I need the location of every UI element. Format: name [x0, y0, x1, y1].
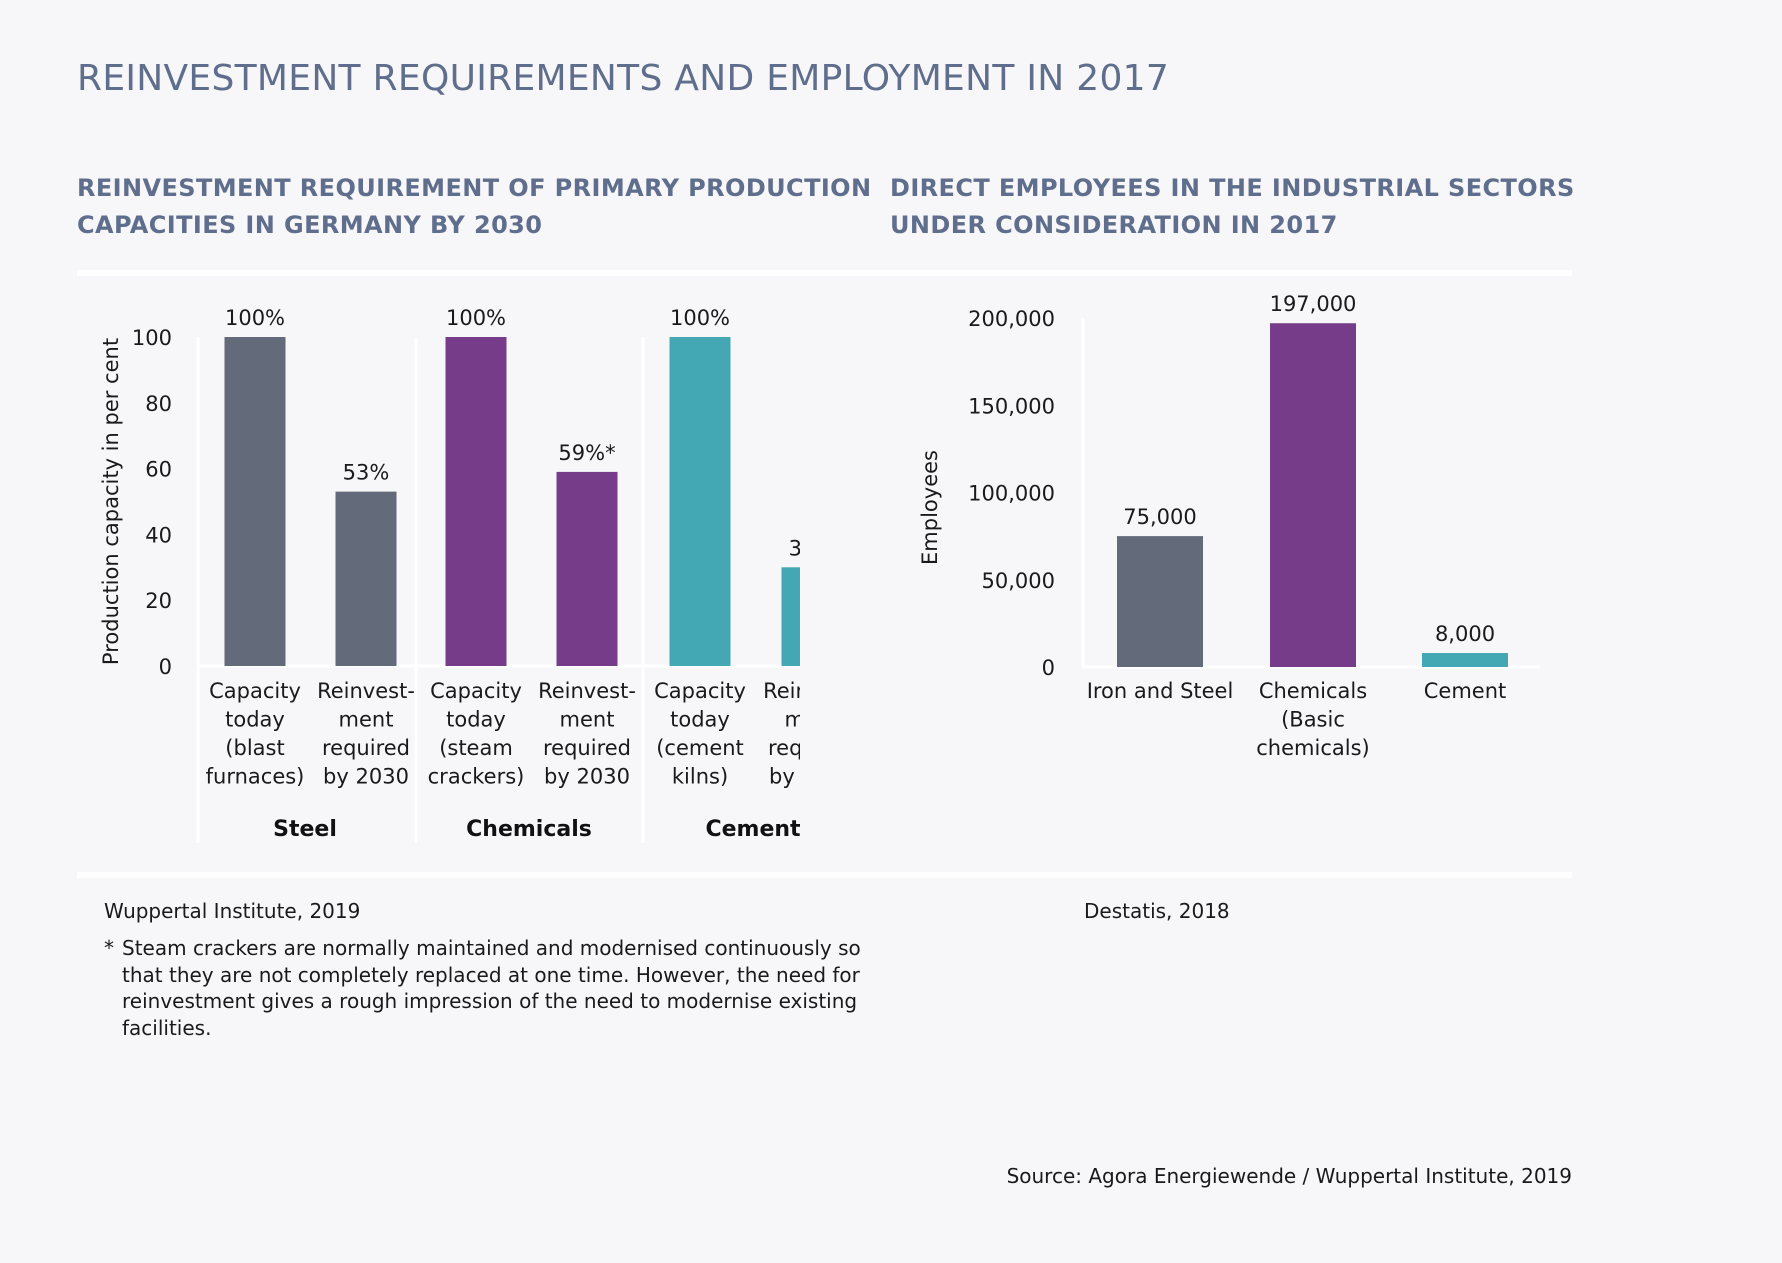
footnote: * Steam crackers are normally maintained… [104, 935, 904, 1041]
employees-chart: 0 50,000 100,000 150,000 200,000 Employees 75,… [918, 292, 1540, 760]
right-subtitle-line-2: UNDER CONSIDERATION IN 2017 [890, 211, 1338, 239]
category-label: (cement [656, 736, 744, 760]
data-label: 100% [446, 306, 506, 330]
y-tick-label: 60 [145, 458, 172, 482]
category-label: (Basic [1281, 708, 1345, 732]
footnote-line-1: Steam crackers are normally maintained a… [122, 936, 861, 960]
category-label: crackers) [428, 765, 525, 789]
data-label: 8,000 [1435, 622, 1495, 646]
group-label: Cement [705, 817, 800, 842]
top-divider [77, 270, 1572, 276]
category-label: Capacity [654, 679, 746, 703]
footnote-line-2: that they are not completely replaced at… [122, 962, 860, 987]
right-chart-source: Destatis, 2018 [1084, 899, 1230, 923]
category-label: Cement [1424, 679, 1507, 703]
category-label: ment [560, 708, 615, 732]
y-axis-label: Employees [918, 450, 942, 565]
category-label: ment [785, 708, 800, 732]
bar [556, 471, 618, 666]
bar [1117, 536, 1203, 667]
data-label: 59%* [558, 441, 615, 465]
category-label: Reinvest- [538, 679, 636, 703]
y-axis-label: Production capacity in per cent [99, 338, 123, 665]
category-label: chemicals) [1256, 736, 1369, 760]
y-tick-label: 0 [159, 655, 172, 679]
category-label: furnaces) [206, 765, 305, 789]
category-label: (steam [439, 736, 513, 760]
category-label: by 2030 [769, 765, 800, 789]
category-label: required [322, 736, 410, 760]
y-tick-label: 80 [145, 392, 172, 416]
category-label: Capacity [430, 679, 522, 703]
y-tick-label: 40 [145, 523, 172, 547]
data-label: 53% [343, 461, 390, 485]
y-tick-label: 100,000 [968, 482, 1055, 506]
data-label: 100% [225, 306, 285, 330]
right-subtitle-line-1: DIRECT EMPLOYEES IN THE INDUSTRIAL SECTO… [890, 174, 1575, 202]
category-label: today [670, 708, 730, 732]
y-tick-label: 200,000 [968, 307, 1055, 331]
reinvestment-chart: 0 20 40 60 80 100 Production capacity in per c… [99, 306, 800, 843]
category-label: by 2030 [544, 765, 630, 789]
group-label: Chemicals [466, 817, 592, 842]
category-label: today [446, 708, 506, 732]
category-label: by 2030 [323, 765, 409, 789]
left-subtitle-line-1: REINVESTMENT REQUIREMENT OF PRIMARY PROD… [77, 174, 872, 202]
y-tick-label: 150,000 [968, 394, 1055, 418]
left-subtitle-line-2: CAPACITIES IN GERMANY BY 2030 [77, 211, 543, 239]
category-label: ment [339, 708, 394, 732]
bar [781, 567, 800, 666]
footnote-marker: * [104, 936, 114, 960]
y-tick-label: 100 [132, 326, 172, 350]
category-label: (blast [225, 736, 284, 760]
category-label: required [543, 736, 631, 760]
category-label: Chemicals [1259, 679, 1367, 703]
category-label: kilns) [672, 765, 728, 789]
data-label: 30% [789, 536, 800, 560]
data-label: 197,000 [1270, 292, 1357, 316]
footnote-line-4: facilities. [122, 1015, 212, 1040]
category-label: Capacity [209, 679, 301, 703]
y-tick-label: 0 [1042, 656, 1055, 680]
category-label: Reinvest- [763, 679, 800, 703]
category-label: required [768, 736, 800, 760]
page-title: REINVESTMENT REQUIREMENTS AND EMPLOYMENT… [77, 58, 1170, 99]
category-label: today [225, 708, 285, 732]
left-chart-subtitle: REINVESTMENT REQUIREMENT OF PRIMARY PROD… [77, 170, 871, 244]
data-label: 75,000 [1123, 505, 1196, 529]
right-chart-subtitle: DIRECT EMPLOYEES IN THE INDUSTRIAL SECTO… [890, 170, 1575, 244]
bar [669, 337, 731, 666]
bottom-divider [77, 872, 1572, 878]
bar [1270, 323, 1356, 667]
bar [1422, 653, 1508, 667]
y-tick-label: 20 [145, 589, 172, 613]
footnote-line-3: reinvestment gives a rough impression of… [122, 989, 858, 1013]
bar [445, 337, 507, 666]
bar [335, 491, 397, 666]
bar [224, 337, 286, 666]
category-label: Reinvest- [317, 679, 415, 703]
category-label: Iron and Steel [1087, 679, 1234, 703]
data-label: 100% [670, 306, 730, 330]
source-note: Source: Agora Energiewende / Wuppertal I… [1006, 1164, 1572, 1188]
left-chart-source: Wuppertal Institute, 2019 [104, 899, 361, 923]
y-tick-label: 50,000 [982, 569, 1055, 593]
group-label: Steel [273, 817, 337, 842]
